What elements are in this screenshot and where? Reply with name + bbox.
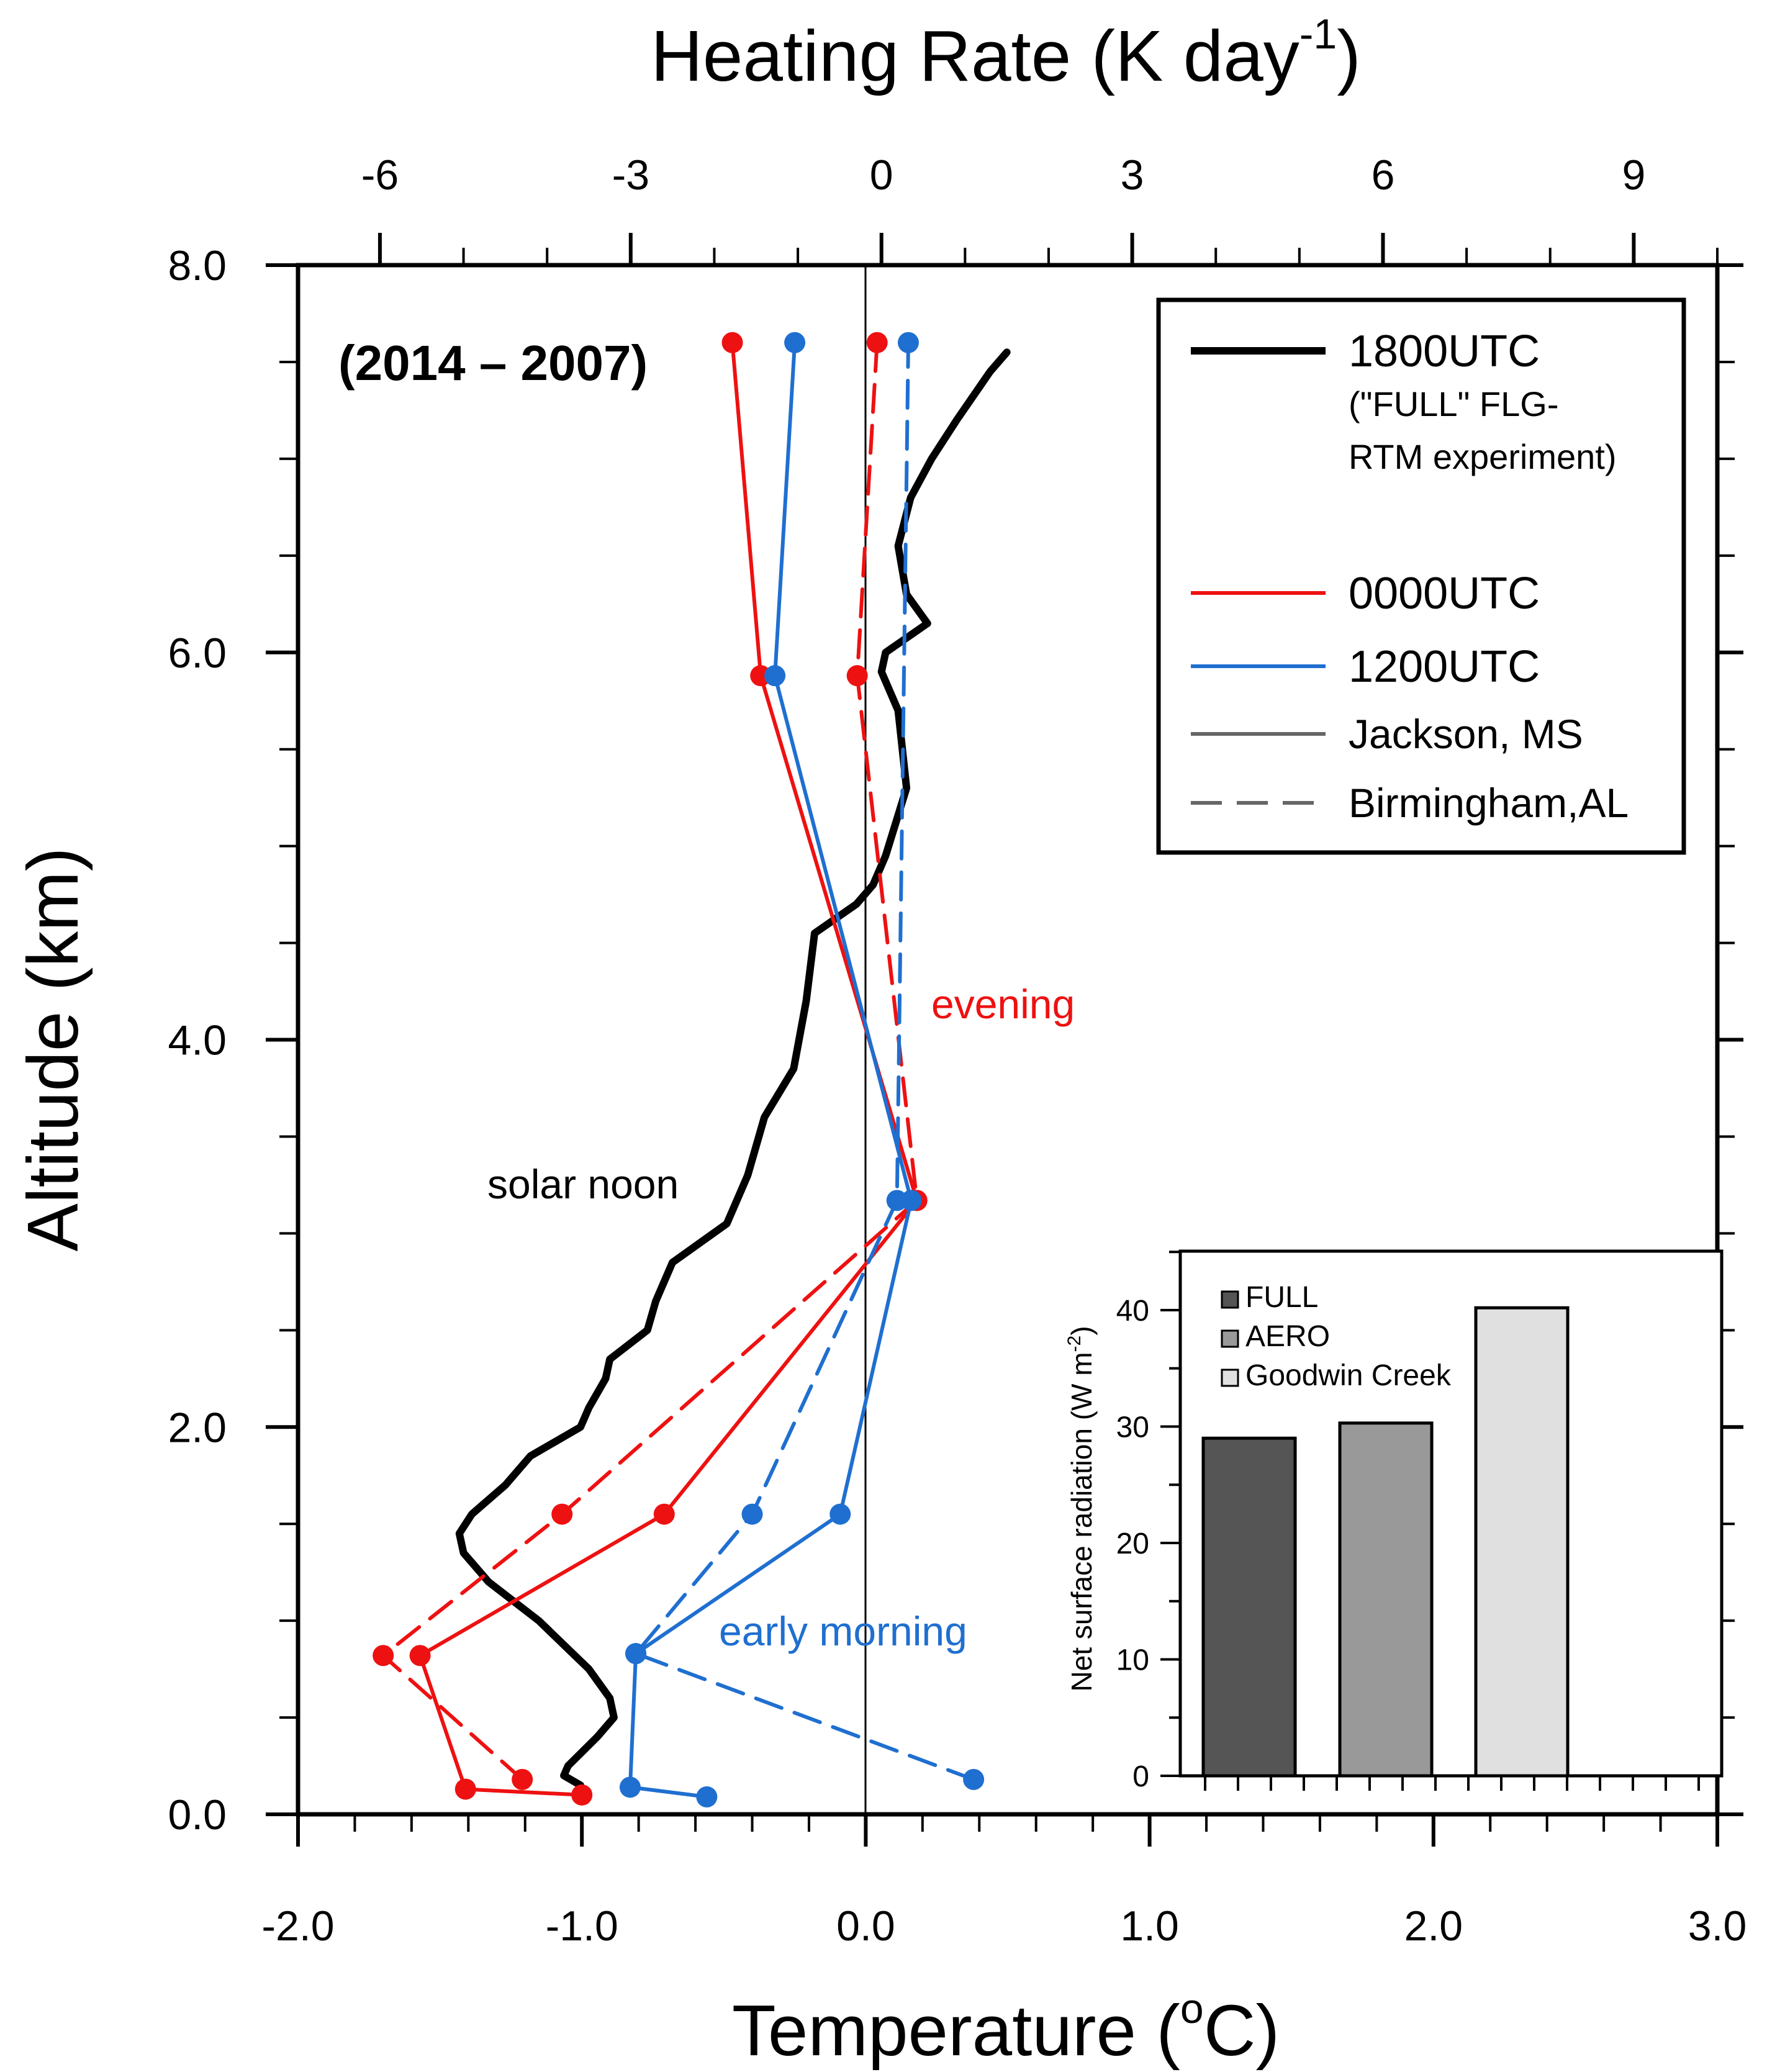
x-tick-label: -1.0 <box>546 1902 618 1950</box>
legend-label-jackson: Jackson, MS <box>1349 711 1583 757</box>
inset-legend-label-full: FULL <box>1245 1281 1318 1314</box>
series-point-3 <box>696 1786 718 1807</box>
x-tick-label: -2.0 <box>261 1902 334 1950</box>
top-tick-label: -3 <box>612 152 649 199</box>
chart-title: (2014 – 2007) <box>338 335 648 391</box>
axis-tick-labels: -2.0 -1.0 0.0 1.0 2.0 3.0 -6 -3 0 3 6 9 0.0 2.0 4.0 6.0… <box>168 152 1747 1950</box>
inset-y-tick-label: 40 <box>1116 1295 1149 1328</box>
inset-legend-label-aero: AERO <box>1245 1320 1330 1353</box>
top-tick-label: 6 <box>1372 152 1395 199</box>
series-point-2 <box>866 332 888 353</box>
series-line-4 <box>634 340 976 1781</box>
series-point-1 <box>721 332 743 353</box>
series-line-0 <box>455 348 1011 1789</box>
series-point-4 <box>886 1190 908 1211</box>
x-tick-label: 1.0 <box>1120 1902 1179 1950</box>
x-tick-label: 0.0 <box>836 1902 895 1950</box>
inset-bars <box>1201 1306 1570 1778</box>
series-point-3 <box>829 1503 851 1525</box>
series-point-2 <box>551 1503 573 1525</box>
x-axis-title: Temperature (oC) <box>732 1985 1280 2071</box>
inset-legend-label-goodwin: Goodwin Creek <box>1245 1359 1452 1392</box>
x-tick-label: 2.0 <box>1404 1902 1463 1950</box>
series-line-1 <box>418 340 919 1797</box>
series-point-2 <box>512 1768 533 1790</box>
y-tick-label: 0.0 <box>168 1791 227 1839</box>
legend-label-1800utc: 1800UTC <box>1349 327 1540 376</box>
inset-y-tick-label: 10 <box>1116 1644 1149 1677</box>
series-point-3 <box>784 332 806 353</box>
series-line-3 <box>628 340 913 1799</box>
legend-frame <box>1156 297 1686 855</box>
series-point-3 <box>619 1776 641 1798</box>
series-point-1 <box>571 1784 593 1806</box>
annotation-solar-noon: solar noon <box>487 1161 679 1207</box>
annotation-evening: evening <box>931 981 1075 1027</box>
series-point-2 <box>846 665 868 687</box>
legend-note-line-1: ("FULL" FLG- <box>1349 384 1558 423</box>
profile-series <box>373 332 1011 1807</box>
series-point-1 <box>653 1503 675 1525</box>
series-point-1 <box>454 1778 476 1800</box>
series-point-4 <box>897 332 919 353</box>
series-line-2 <box>381 340 919 1781</box>
x-tick-label: 3.0 <box>1688 1902 1747 1950</box>
inset-bar-0 <box>1201 1436 1297 1778</box>
legend-label-birmingham: Birmingham,AL <box>1349 780 1629 826</box>
inset-legend-swatch-aero <box>1221 1329 1239 1348</box>
inset-bar-1 <box>1338 1421 1434 1778</box>
top-axis-title: Heating Rate (K day-1) <box>651 11 1361 96</box>
y-axis-title: Altitude (km) <box>12 847 93 1251</box>
legend-label-1200utc: 1200UTC <box>1349 642 1540 692</box>
y-tick-label: 8.0 <box>168 242 227 289</box>
top-tick-label: 0 <box>870 152 893 199</box>
series-point-2 <box>373 1645 394 1667</box>
inset-legend-swatch-goodwin <box>1221 1369 1239 1387</box>
legend: 1800UTC ("FULL" FLG- RTM experiment) 000… <box>1156 297 1686 855</box>
series-point-4 <box>741 1503 763 1525</box>
y-tick-label: 4.0 <box>168 1017 227 1064</box>
top-tick-label: 9 <box>1622 152 1645 199</box>
inset-y-tick-label: 0 <box>1132 1760 1149 1793</box>
inset-y-axis-title: Net surface radiation (W m-2) <box>1064 1326 1098 1691</box>
top-tick-label: 3 <box>1121 152 1144 199</box>
series-point-1 <box>409 1645 431 1667</box>
y-tick-label: 2.0 <box>168 1404 227 1451</box>
annotation-early-morning: early morning <box>719 1608 967 1654</box>
axis-ticks <box>266 233 1743 1847</box>
inset-bar-2 <box>1474 1306 1570 1778</box>
inset-legend-swatch-full <box>1221 1290 1239 1309</box>
series-point-4 <box>625 1643 647 1665</box>
inset-y-tick-label: 30 <box>1116 1411 1149 1444</box>
legend-note-line-2: RTM experiment) <box>1349 437 1617 476</box>
y-tick-label: 6.0 <box>168 630 227 677</box>
series-point-4 <box>963 1768 985 1790</box>
legend-label-0000utc: 0000UTC <box>1349 569 1540 618</box>
inset-axis-ticks: 0 10 20 30 40 <box>1116 1251 1700 1793</box>
series-point-3 <box>764 665 786 687</box>
top-tick-label: -6 <box>361 152 399 199</box>
inset-y-tick-label: 20 <box>1116 1527 1149 1560</box>
